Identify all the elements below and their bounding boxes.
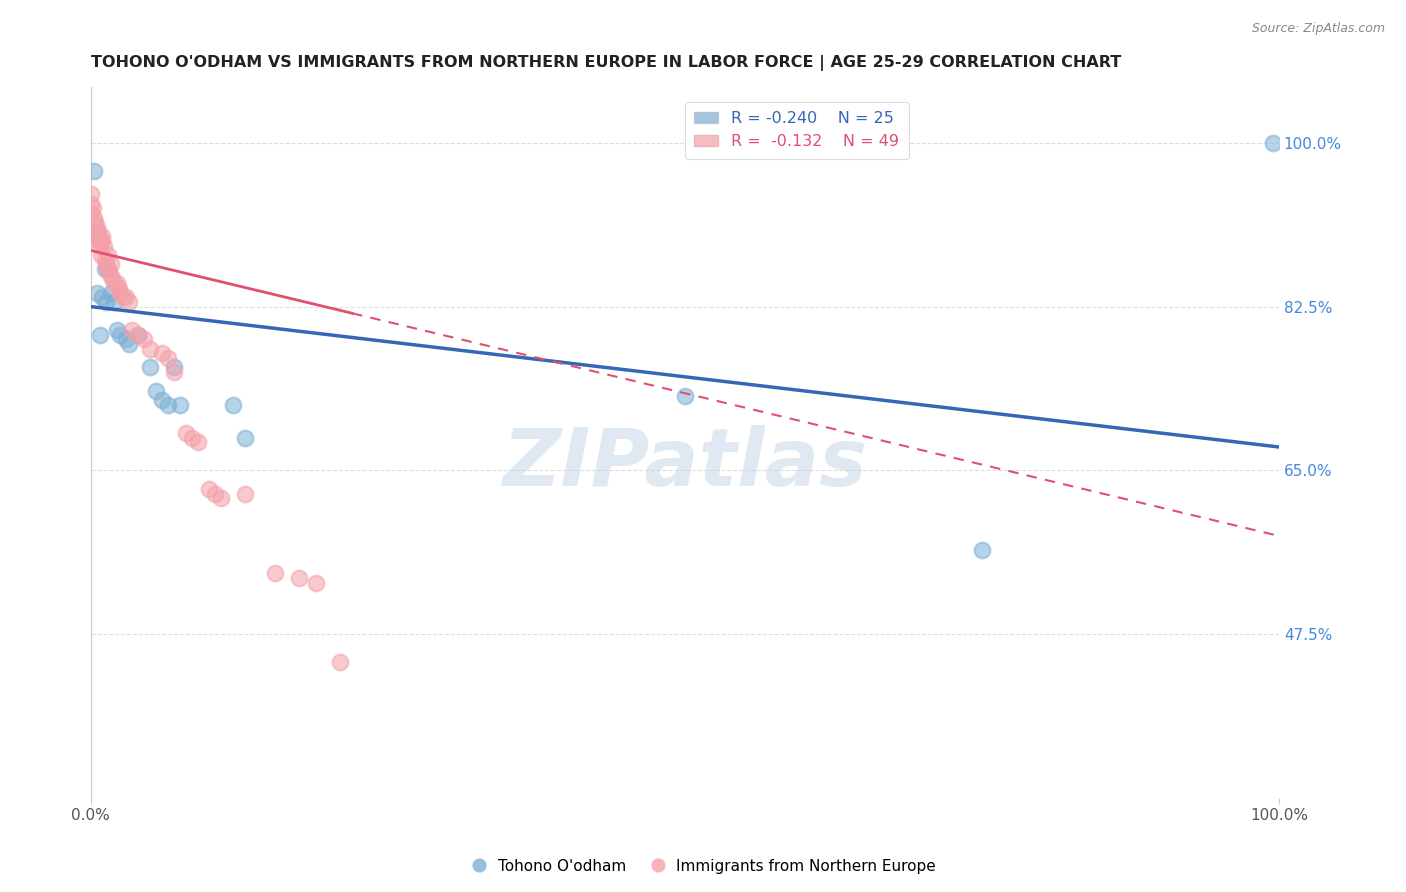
Point xyxy=(100,285,122,300)
Point xyxy=(79,206,101,220)
Point xyxy=(970,543,993,558)
Point xyxy=(86,285,108,300)
Point xyxy=(97,262,120,277)
Point xyxy=(103,294,125,309)
Point xyxy=(94,252,117,267)
Point xyxy=(132,332,155,346)
Point xyxy=(111,290,134,304)
Point xyxy=(139,360,162,375)
Point xyxy=(127,327,149,342)
Point xyxy=(94,294,117,309)
Point xyxy=(97,248,120,262)
Point xyxy=(93,238,115,252)
Point xyxy=(150,346,173,360)
Point xyxy=(94,257,117,271)
Point xyxy=(89,234,111,248)
Point xyxy=(198,482,221,496)
Point xyxy=(89,327,111,342)
Point xyxy=(98,267,121,281)
Point xyxy=(180,431,202,445)
Point xyxy=(83,211,105,225)
Point xyxy=(156,398,179,412)
Point xyxy=(101,271,124,285)
Point xyxy=(79,196,101,211)
Point xyxy=(103,276,125,290)
Point xyxy=(305,575,328,590)
Point xyxy=(82,202,104,216)
Point xyxy=(110,327,132,342)
Point xyxy=(115,332,138,346)
Point xyxy=(86,225,108,239)
Point xyxy=(204,487,226,501)
Point xyxy=(673,388,696,402)
Point xyxy=(145,384,167,398)
Point xyxy=(150,393,173,408)
Point xyxy=(233,431,256,445)
Point xyxy=(100,257,122,271)
Point xyxy=(329,656,352,670)
Point xyxy=(117,294,139,309)
Point xyxy=(87,229,110,244)
Point xyxy=(1261,136,1284,150)
Point xyxy=(89,238,111,252)
Point xyxy=(174,425,197,440)
Point xyxy=(187,435,209,450)
Point xyxy=(263,566,285,581)
Point xyxy=(91,229,114,244)
Text: Source: ZipAtlas.com: Source: ZipAtlas.com xyxy=(1251,22,1385,36)
Point xyxy=(105,323,128,337)
Point xyxy=(110,285,132,300)
Point xyxy=(156,351,179,365)
Legend: R = -0.240    N = 25, R =  -0.132    N = 49: R = -0.240 N = 25, R = -0.132 N = 49 xyxy=(685,102,908,159)
Point xyxy=(87,225,110,239)
Legend: Tohono O'odham, Immigrants from Northern Europe: Tohono O'odham, Immigrants from Northern… xyxy=(464,853,942,880)
Point xyxy=(233,487,256,501)
Point xyxy=(117,337,139,351)
Point xyxy=(163,365,186,379)
Point xyxy=(91,234,114,248)
Text: TOHONO O'ODHAM VS IMMIGRANTS FROM NORTHERN EUROPE IN LABOR FORCE | AGE 25-29 COR: TOHONO O'ODHAM VS IMMIGRANTS FROM NORTHE… xyxy=(90,55,1121,71)
Point xyxy=(87,234,110,248)
Point xyxy=(79,187,101,202)
Point xyxy=(222,398,245,412)
Point xyxy=(115,290,138,304)
Point xyxy=(108,281,131,295)
Point xyxy=(139,342,162,356)
Point xyxy=(169,398,191,412)
Point xyxy=(121,323,143,337)
Point xyxy=(84,215,107,229)
Point xyxy=(83,164,105,178)
Point xyxy=(86,219,108,234)
Point xyxy=(209,491,232,506)
Point xyxy=(94,262,117,277)
Point xyxy=(287,571,309,585)
Point xyxy=(105,276,128,290)
Point xyxy=(127,327,149,342)
Text: ZIPatlas: ZIPatlas xyxy=(502,425,868,503)
Point xyxy=(90,248,112,262)
Point xyxy=(91,290,114,304)
Point xyxy=(163,360,186,375)
Point xyxy=(96,262,118,277)
